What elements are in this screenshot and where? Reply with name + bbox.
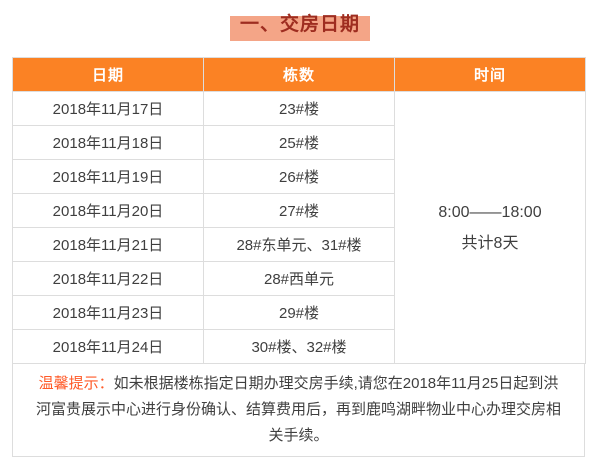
buildings-cell: 28#西单元 — [203, 261, 395, 296]
table-row: 2018年11月20日 27#楼 — [12, 193, 586, 228]
table-row: 2018年11月22日 28#西单元 — [12, 261, 586, 296]
notice-label: 温馨提示： — [38, 375, 114, 392]
time-cell: 8:00——18:00 共计8天 — [394, 91, 586, 364]
table-row: 2018年11月24日 30#楼、32#楼 — [12, 329, 586, 364]
buildings-cell: 27#楼 — [203, 193, 395, 228]
date-cell: 2018年11月19日 — [12, 159, 204, 194]
section-title-row: 一、交房日期 — [0, 14, 600, 41]
buildings-cell: 28#东单元、31#楼 — [203, 227, 395, 262]
table-row: 2018年11月23日 29#楼 — [12, 295, 586, 330]
date-cell: 2018年11月24日 — [12, 329, 204, 364]
date-cell: 2018年11月23日 — [12, 295, 204, 330]
header-cell-time: 时间 — [394, 57, 586, 92]
date-cell: 2018年11月21日 — [12, 227, 204, 262]
table-body: 2018年11月17日 23#楼 8:00——18:00 共计8天 2018年11月18… — [12, 91, 586, 364]
buildings-cell: 30#楼、32#楼 — [203, 329, 395, 364]
date-cell: 2018年11月22日 — [12, 261, 204, 296]
time-range: 8:00——18:00 — [438, 203, 542, 221]
notice-text: 如未根据楼栋指定日期办理交房手续,请您在2018年11月25日起到洪河富贵展示中… — [35, 375, 561, 444]
date-cell: 2018年11月20日 — [12, 193, 204, 228]
header-cell-buildings: 栋数 — [203, 57, 395, 92]
handover-table: 日期 栋数 时间 2018年11月17日 23#楼 8:00——18:00 共计8天 2… — [12, 57, 586, 364]
section-title-highlight: 一、交房日期 — [229, 14, 370, 41]
table-row: 2018年11月19日 26#楼 — [12, 159, 586, 194]
table-board: 日期 栋数 时间 2018年11月17日 23#楼 8:00——18:00 共计8天 2… — [12, 57, 586, 457]
buildings-cell: 25#楼 — [203, 125, 395, 160]
table-row: 2018年11月21日 28#东单元、31#楼 — [12, 227, 586, 262]
buildings-cell: 23#楼 — [203, 91, 395, 126]
time-total-days: 共计8天 — [461, 234, 519, 252]
page: 一、交房日期 日期 栋数 时间 2018年11月17日 23#楼 8:00——18:… — [0, 14, 600, 457]
date-cell: 2018年11月18日 — [12, 125, 204, 160]
section-title: 一、交房日期 — [239, 14, 360, 35]
table-row: 2018年11月18日 25#楼 — [12, 125, 586, 160]
table-header-row: 日期 栋数 时间 — [12, 57, 586, 92]
buildings-cell: 26#楼 — [203, 159, 395, 194]
date-cell: 2018年11月17日 — [12, 91, 204, 126]
notice-box: 温馨提示：如未根据楼栋指定日期办理交房手续,请您在2018年11月25日起到洪河… — [12, 364, 585, 457]
buildings-cell: 29#楼 — [203, 295, 395, 330]
table-row: 2018年11月17日 23#楼 8:00——18:00 共计8天 — [12, 91, 586, 364]
header-cell-date: 日期 — [12, 57, 204, 92]
